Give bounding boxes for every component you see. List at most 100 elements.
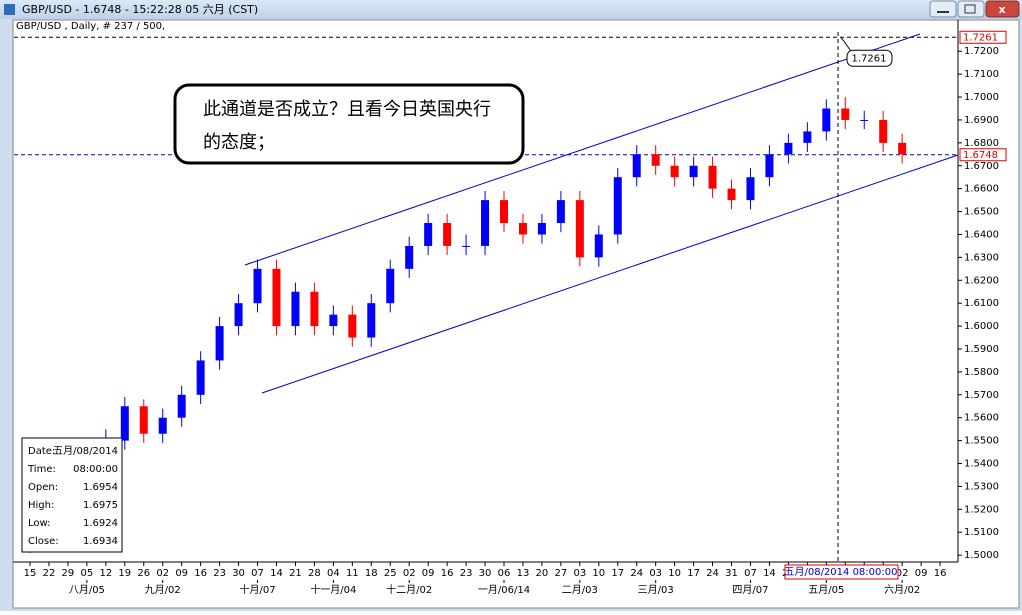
- info-box: [21, 437, 123, 553]
- y-tick-label: 1.6400: [964, 229, 999, 240]
- y-tick-label: 1.7100: [964, 69, 999, 80]
- x-tick-label: 02: [156, 568, 169, 579]
- x-tick-label: 24: [706, 568, 719, 579]
- y-tick-label: 1.5900: [964, 344, 999, 355]
- candle-body: [158, 417, 167, 434]
- y-tick-label: 1.6600: [964, 184, 999, 195]
- y-tick-label: 1.7000: [964, 92, 999, 103]
- x-tick-label: 02: [403, 568, 416, 579]
- info-value: 1.6934: [83, 536, 118, 547]
- candle-body: [196, 360, 205, 395]
- y-tick-label: 1.5100: [964, 527, 999, 538]
- x-tick-label: 07: [744, 568, 757, 579]
- y-tick-label: 1.5600: [964, 413, 999, 424]
- x-tick-label: 16: [934, 568, 947, 579]
- chart-header: GBP/USD , Daily, # 237 / 500,: [16, 21, 165, 32]
- y-tick-label: 1.7200: [964, 46, 999, 57]
- candle-body: [310, 291, 319, 327]
- x-tick-label: 22: [43, 568, 56, 579]
- y-tick-label: 1.6500: [964, 207, 999, 218]
- x-tick-label: 27: [555, 568, 568, 579]
- month-label: 三月/03: [638, 584, 674, 596]
- candle-body: [765, 154, 774, 178]
- x-tick-label: 31: [725, 568, 738, 579]
- candle-body: [500, 200, 508, 224]
- candle-body: [405, 245, 414, 269]
- candle-body: [746, 177, 755, 201]
- y-tick-label: 1.5000: [964, 550, 999, 561]
- x-tick-label: 15: [24, 568, 37, 579]
- x-tick-label: 19: [118, 568, 131, 579]
- cursor-price: 1.7261: [852, 53, 887, 64]
- candle-body: [841, 108, 850, 120]
- close-glyph: x: [998, 3, 1005, 16]
- minimize-button[interactable]: [929, 0, 957, 18]
- x-tick-label: 12: [99, 568, 112, 579]
- x-tick-label: 04: [327, 568, 340, 579]
- candle-body: [481, 200, 490, 246]
- month-label: 一月/06/14: [478, 584, 530, 596]
- info-value: 1.6924: [83, 518, 118, 529]
- window-icon: [4, 4, 15, 15]
- x-tick-label: 18: [365, 568, 378, 579]
- candle-body: [860, 119, 869, 121]
- month-label: 八月/05: [69, 584, 105, 596]
- cursor-date: 五月/08/2014 08:00:00: [784, 566, 897, 578]
- candle-body: [879, 119, 888, 143]
- x-tick-label: 14: [270, 568, 283, 579]
- candle-body: [234, 303, 243, 327]
- candle-body: [253, 268, 262, 304]
- candle-body: [670, 165, 679, 178]
- y-tick-label: 1.5300: [964, 481, 999, 492]
- x-tick-label: 03: [573, 568, 586, 579]
- x-tick-label: 30: [232, 568, 245, 579]
- candle-body: [462, 245, 471, 247]
- price-label-box: [959, 148, 1007, 162]
- info-value: 08:00:00: [73, 464, 118, 475]
- month-label: 五月/05: [808, 584, 844, 596]
- x-tick-label: 29: [62, 568, 75, 579]
- close-button[interactable]: [985, 0, 1020, 18]
- channel-lower: [261, 154, 959, 394]
- candle-body: [518, 223, 527, 235]
- x-tick-label: 03: [649, 568, 662, 579]
- candle-body: [822, 108, 831, 132]
- y-tick-label: 1.5800: [964, 367, 999, 378]
- month-label: 十一月/04: [310, 583, 356, 596]
- x-tick-label: 13: [517, 568, 530, 579]
- candle-body: [632, 154, 641, 178]
- x-tick-label: 17: [687, 568, 700, 579]
- info-value: 1.6975: [83, 500, 118, 511]
- x-tick-label: 16: [441, 568, 454, 579]
- restore-button[interactable]: [957, 0, 985, 18]
- candle-body: [424, 223, 433, 246]
- x-tick-label: 10: [668, 568, 681, 579]
- x-tick-label: 23: [213, 568, 226, 579]
- candle-body: [594, 234, 603, 258]
- y-tick-label: 1.6900: [964, 115, 999, 126]
- cursor-date-box: [784, 564, 899, 580]
- y-tick-label: 1.6000: [964, 321, 999, 332]
- x-tick-label: 11: [346, 568, 359, 579]
- month-label: 九月/02: [145, 584, 181, 596]
- candle-body: [386, 268, 395, 304]
- candle-body: [348, 314, 357, 338]
- cursor-price-box: [846, 49, 893, 67]
- y-tick-label: 1.6800: [964, 138, 999, 149]
- candle-body: [784, 142, 793, 155]
- candle-body: [689, 165, 698, 178]
- window-title: GBP/USD - 1.6748 - 15:22:28 05 六月 (CST): [22, 3, 258, 16]
- info-value: 五月/08/2014: [53, 445, 118, 457]
- info-key: High:: [28, 500, 54, 511]
- candle-body: [139, 406, 148, 434]
- price-label: 1.6748: [963, 150, 998, 161]
- annotation-box: [173, 83, 525, 165]
- x-tick-label: 07: [251, 568, 264, 579]
- info-key: Close:: [28, 536, 59, 547]
- info-key: Open:: [28, 482, 58, 493]
- candle-body: [575, 200, 584, 258]
- month-label: 十月/07: [239, 583, 275, 596]
- candle-body: [272, 268, 281, 327]
- candle-body: [613, 177, 622, 235]
- y-tick-label: 1.6200: [964, 275, 999, 286]
